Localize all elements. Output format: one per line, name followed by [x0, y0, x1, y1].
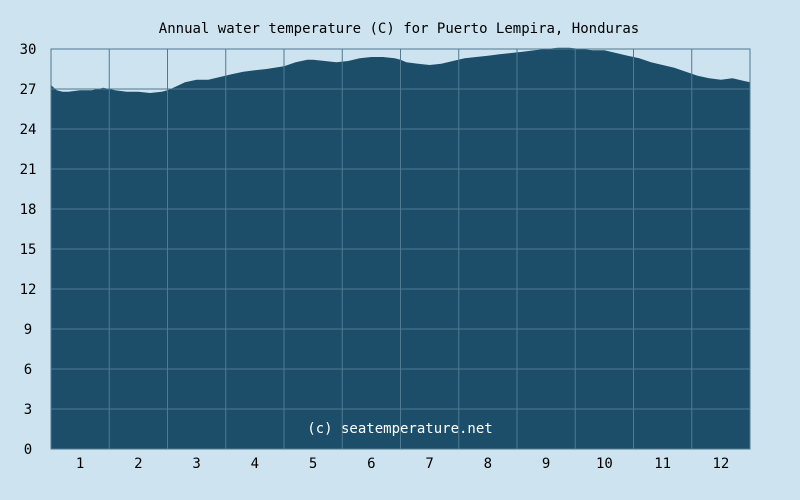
y-tick-label: 18 — [20, 202, 37, 218]
x-tick-label: 12 — [712, 456, 729, 472]
y-tick-label: 3 — [24, 402, 32, 418]
x-tick-label: 7 — [425, 456, 433, 472]
y-tick-label: 30 — [20, 42, 37, 58]
y-tick-label: 6 — [24, 362, 32, 378]
y-tick-label: 24 — [20, 122, 37, 138]
y-tick-label: 27 — [20, 82, 37, 98]
y-tick-label: 0 — [24, 442, 32, 458]
chart-title: Annual water temperature (C) for Puerto … — [159, 21, 639, 37]
y-tick-label: 12 — [20, 282, 37, 298]
x-tick-label: 3 — [192, 456, 200, 472]
x-axis: 1 2 3 4 5 6 7 8 9 10 11 12 — [76, 456, 729, 472]
x-tick-label: 1 — [76, 456, 84, 472]
x-tick-label: 11 — [654, 456, 671, 472]
y-tick-label: 15 — [20, 242, 37, 258]
x-tick-label: 10 — [596, 456, 613, 472]
plot-frame — [50, 48, 751, 450]
x-tick-label: 8 — [484, 456, 492, 472]
y-axis: 0 3 6 9 12 15 18 21 24 27 30 — [20, 42, 37, 458]
y-tick-label: 21 — [20, 162, 37, 178]
x-tick-label: 6 — [367, 456, 375, 472]
x-tick-label: 9 — [542, 456, 550, 472]
y-tick-label: 9 — [24, 322, 32, 338]
x-tick-label: 4 — [251, 456, 259, 472]
credit-text: (c) seatemperature.net — [307, 421, 492, 437]
x-tick-label: 5 — [309, 456, 317, 472]
x-tick-label: 2 — [134, 456, 142, 472]
plot-border — [50, 48, 751, 450]
